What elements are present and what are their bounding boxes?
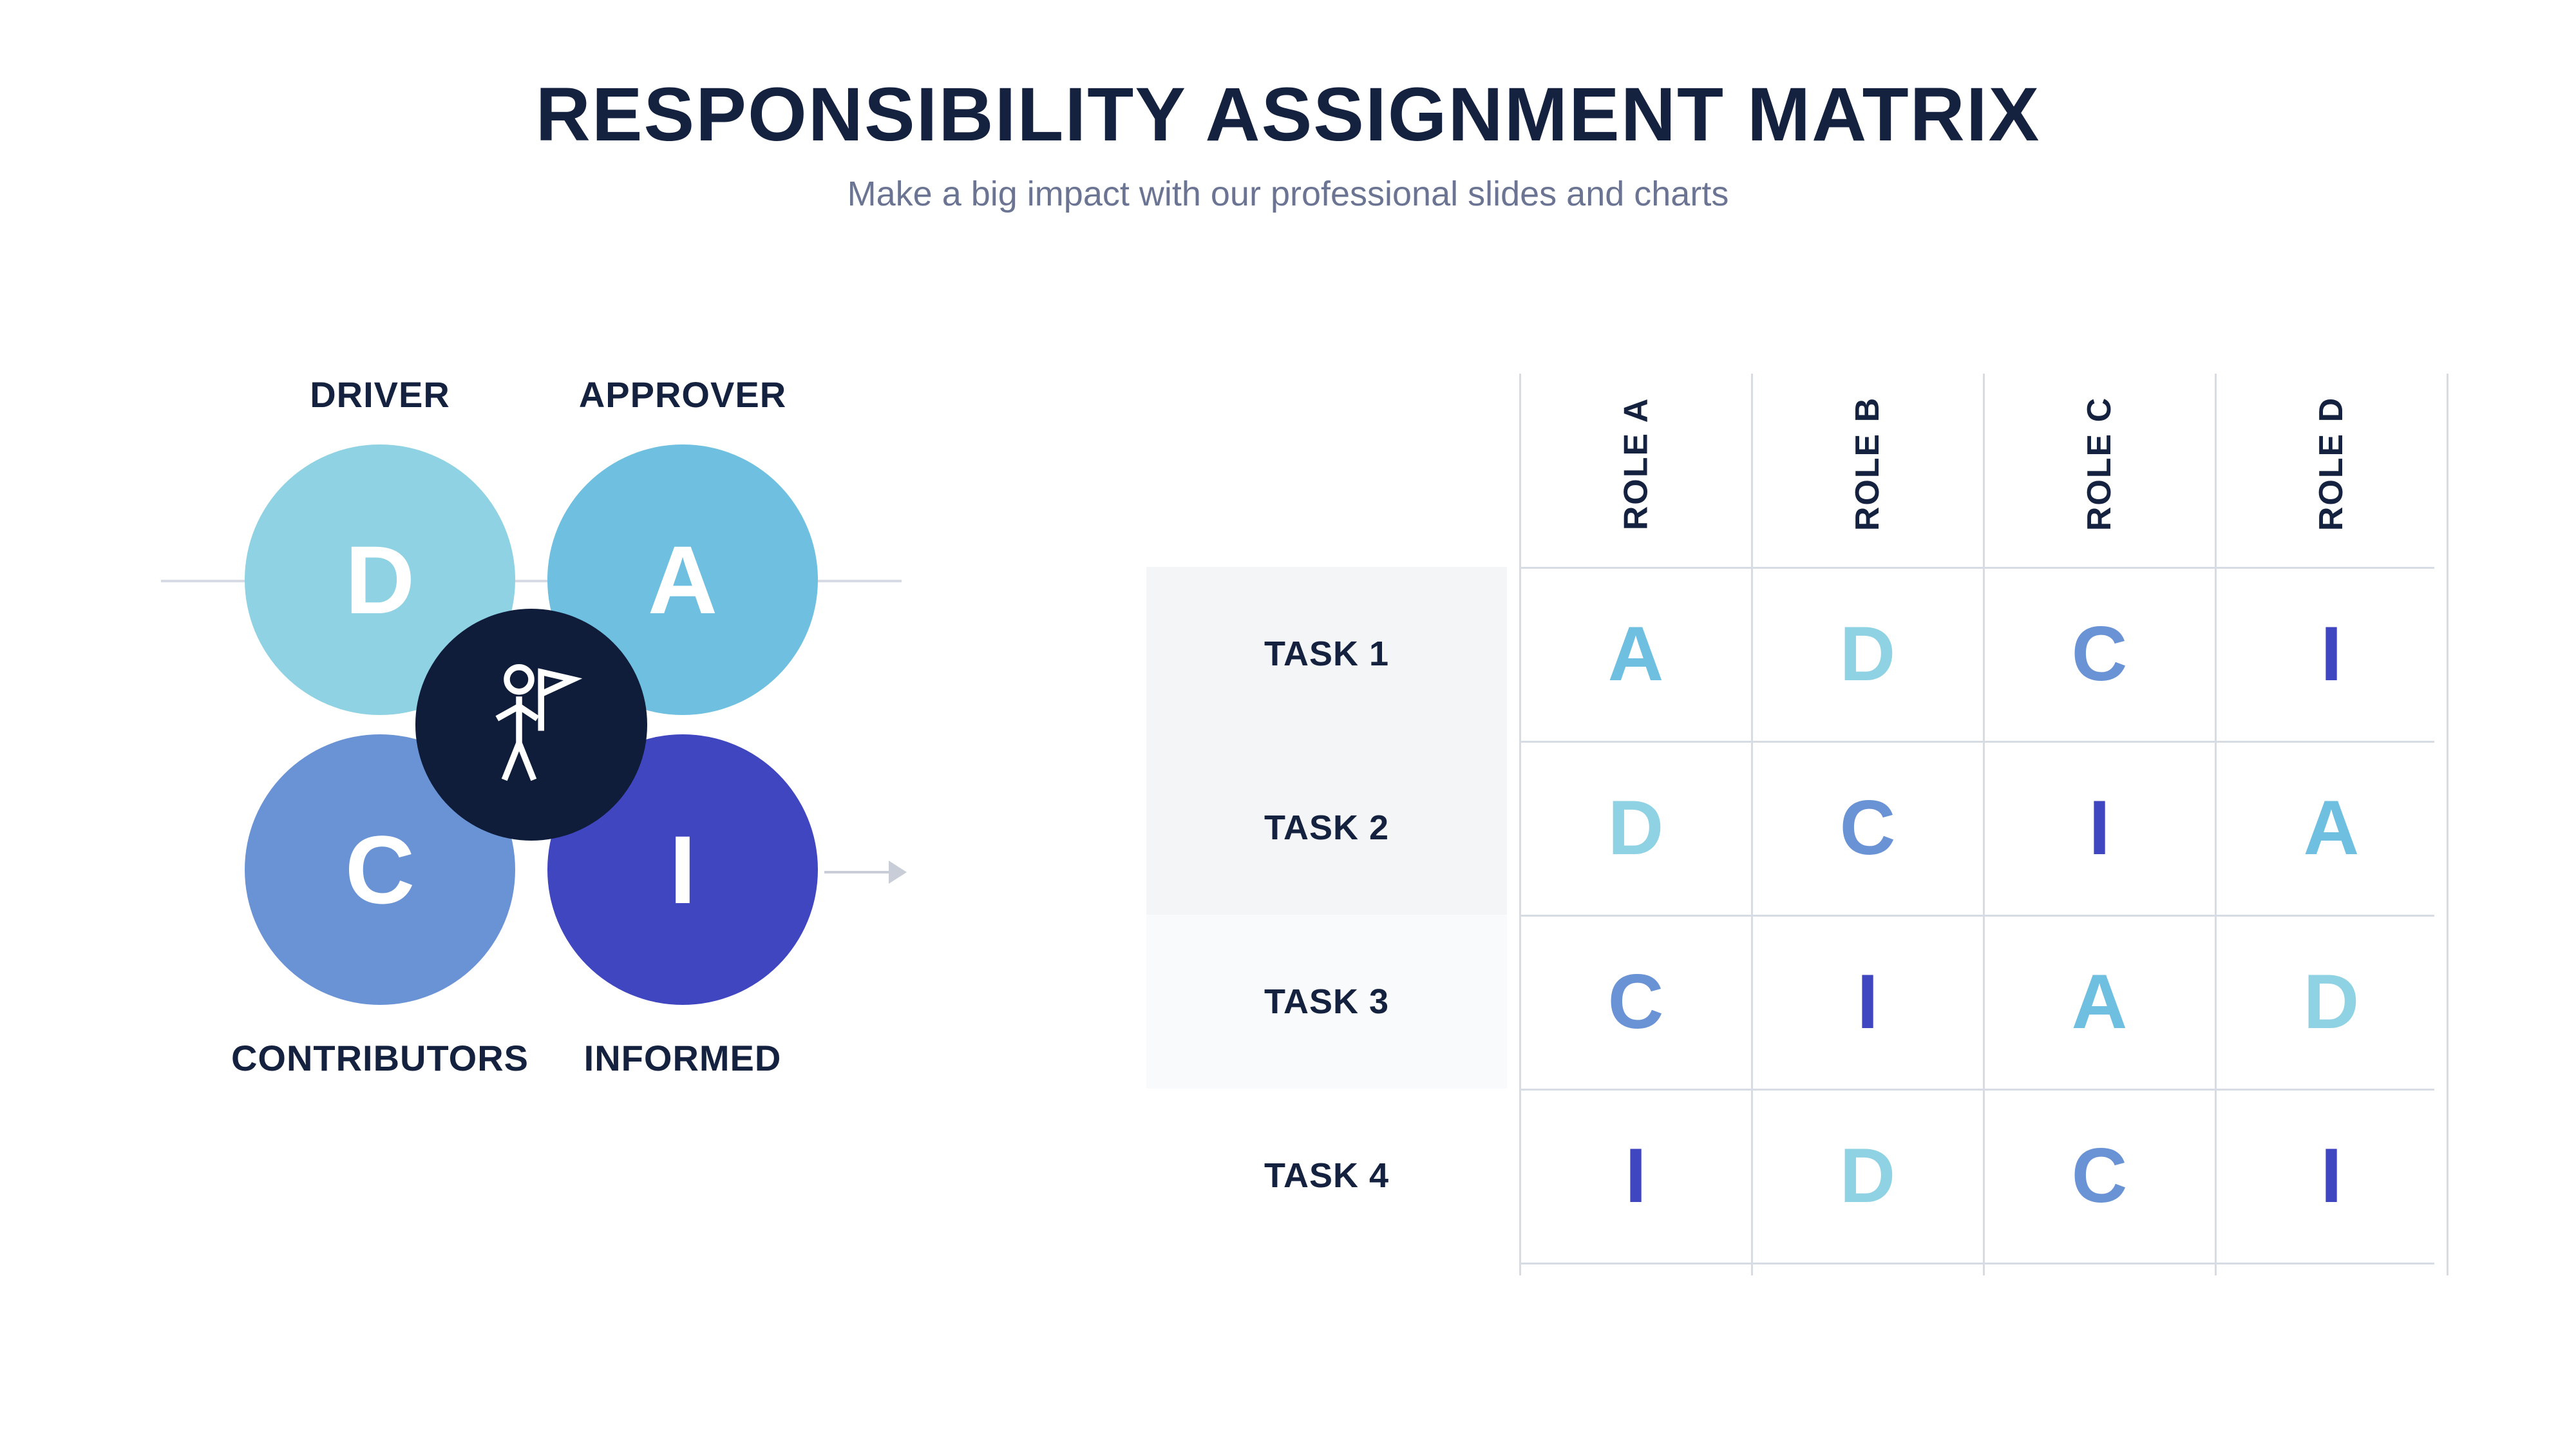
column-header-label: ROLE B [1848, 397, 1887, 531]
matrix-cell: I [1752, 915, 1984, 1089]
row-header: TASK 4 [1146, 1089, 1507, 1263]
matrix-cell: I [1520, 1089, 1752, 1263]
arrow-right-icon [889, 861, 907, 884]
role-label-informed: INFORMED [547, 1037, 818, 1079]
role-label-driver: DRIVER [245, 374, 515, 415]
role-letter-informed: I [669, 814, 696, 926]
role-letter-approver: A [648, 524, 717, 636]
role-label-contributors: CONTRIBUTORS [206, 1037, 554, 1079]
matrix-cell: A [1520, 567, 1752, 741]
column-header: ROLE D [2215, 361, 2447, 567]
matrix-cell: A [2215, 741, 2447, 915]
matrix-cell: D [1520, 741, 1752, 915]
row-header: TASK 1 [1146, 567, 1507, 741]
column-header: ROLE B [1752, 361, 1984, 567]
center-circle [415, 609, 647, 841]
page-subtitle: Make a big impact with our professional … [0, 174, 2576, 214]
grid-hline [1520, 1263, 2434, 1264]
column-header-label: ROLE D [2312, 397, 2351, 531]
role-letter-contributors: C [345, 814, 415, 926]
matrix-cell: C [1520, 915, 1752, 1089]
matrix-cell: A [1984, 915, 2215, 1089]
page-title: RESPONSIBILITY ASSIGNMENT MATRIX [0, 71, 2576, 158]
column-header: ROLE A [1520, 361, 1752, 567]
daci-diagram: DRIVER APPROVER CONTRIBUTORS INFORMED D … [167, 374, 992, 1211]
matrix-cell: D [1752, 567, 1984, 741]
person-flag-icon [470, 657, 592, 792]
matrix-cell: C [1984, 567, 2215, 741]
matrix-cell: I [2215, 567, 2447, 741]
matrix-cell: I [1984, 741, 2215, 915]
matrix-cell: D [1752, 1089, 1984, 1263]
matrix-cell: C [1984, 1089, 2215, 1263]
matrix-cell: C [1752, 741, 1984, 915]
column-header: ROLE C [1984, 361, 2215, 567]
assignment-matrix: ROLE AROLE BROLE CROLE DTASK 1ADCITASK 2… [1146, 361, 2447, 1327]
row-header: TASK 3 [1146, 915, 1507, 1089]
column-header-label: ROLE A [1616, 397, 1655, 531]
matrix-cell: I [2215, 1089, 2447, 1263]
role-label-approver: APPROVER [547, 374, 818, 415]
row-header: TASK 2 [1146, 741, 1507, 915]
slide: RESPONSIBILITY ASSIGNMENT MATRIX Make a … [0, 0, 2576, 1450]
role-letter-driver: D [345, 524, 415, 636]
matrix-cell: D [2215, 915, 2447, 1089]
column-header-label: ROLE C [2080, 397, 2119, 531]
arrow-shaft [824, 871, 895, 873]
